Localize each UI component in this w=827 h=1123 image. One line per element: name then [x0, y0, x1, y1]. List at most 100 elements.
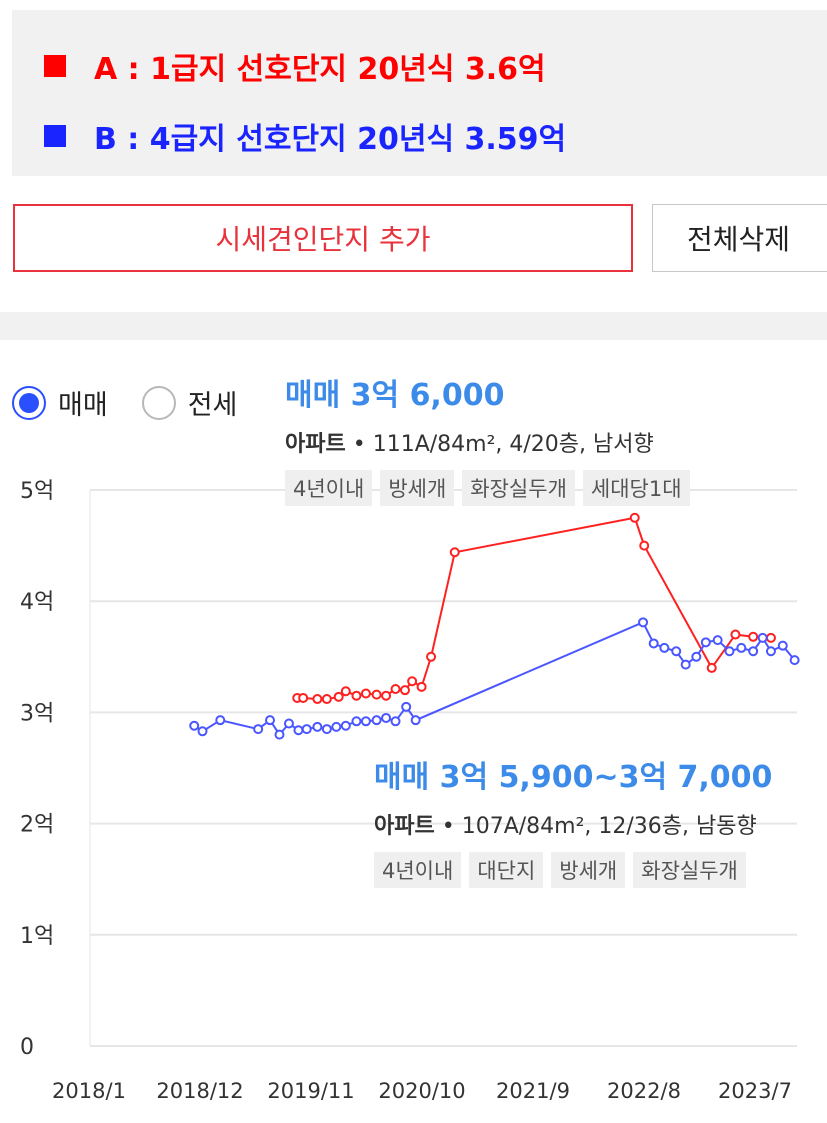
- legend-item-b: B : 4급지 선호단지 20년식 3.59억: [44, 114, 566, 158]
- tooltip-a-tag: 세대당1대: [582, 470, 690, 506]
- tooltip-b-tag: 방세개: [551, 852, 626, 888]
- data-point-a: [340, 686, 351, 697]
- x-tick-label: 2021/9: [496, 1079, 570, 1103]
- data-point-a: [390, 684, 401, 695]
- data-point-b: [724, 646, 735, 657]
- legend-marker-b: [44, 125, 66, 147]
- data-point-a: [298, 692, 309, 703]
- data-point-b: [390, 716, 401, 727]
- delete-all-button[interactable]: 전체삭제: [652, 204, 827, 272]
- data-point-a: [333, 691, 344, 702]
- tooltip-b: 매매 3억 5,900~3억 7,000 아파트 • 107A/84m², 12…: [374, 752, 772, 888]
- data-point-b: [197, 726, 208, 737]
- tooltip-a-price: 매매 3억 6,000: [285, 378, 505, 413]
- data-point-b: [680, 659, 691, 670]
- data-point-b: [757, 632, 768, 643]
- x-tick-label: 2019/11: [267, 1079, 354, 1103]
- legend-marker-a: [44, 55, 66, 77]
- y-tick-label: 0: [20, 1035, 34, 1060]
- trade-type-radio-group: 매매 전세: [12, 383, 237, 422]
- data-point-b: [301, 724, 312, 735]
- tooltip-b-tag: 화장실두개: [633, 852, 746, 888]
- data-point-a: [706, 662, 717, 673]
- series-line-a: [297, 516, 771, 701]
- y-tick-label: 5억: [20, 479, 54, 504]
- radio-sale-label[interactable]: 매매: [58, 390, 108, 421]
- data-point-a: [360, 688, 371, 699]
- tooltip-a-tag: 4년이내: [285, 470, 373, 506]
- tooltip-b-tags: 4년이내 대단지 방세개 화장실두개: [374, 852, 772, 888]
- data-point-b: [691, 651, 702, 662]
- radio-jeonse-label[interactable]: 전세: [187, 390, 238, 421]
- data-point-a: [351, 690, 362, 701]
- data-point-a: [449, 547, 460, 558]
- data-point-a: [639, 540, 650, 551]
- data-point-b: [253, 724, 264, 735]
- data-point-a: [381, 690, 392, 701]
- data-point-b: [648, 638, 659, 649]
- data-point-b: [700, 637, 711, 648]
- data-point-a: [312, 694, 323, 705]
- tooltip-a-tag: 화장실두개: [462, 470, 575, 506]
- data-point-a: [629, 512, 640, 523]
- y-tick-label: 4억: [20, 590, 54, 615]
- data-point-b: [371, 715, 382, 726]
- tooltip-a-tag: 방세개: [380, 470, 455, 506]
- x-tick-label: 2023/7: [718, 1079, 792, 1103]
- data-point-b: [215, 715, 226, 726]
- data-point-b: [274, 729, 285, 740]
- y-tick-label: 1억: [20, 924, 54, 949]
- data-point-b: [381, 712, 392, 723]
- data-point-b: [351, 716, 362, 727]
- tooltip-a-detail: • 111A/84m², 4/20층, 남서향: [345, 432, 654, 457]
- legend-item-a: A : 1급지 선호단지 20년식 3.6억: [44, 44, 546, 88]
- x-tick-label: 2018/12: [156, 1079, 243, 1103]
- data-point-b: [283, 718, 294, 729]
- radio-jeonse[interactable]: [141, 385, 176, 420]
- data-point-a: [400, 685, 411, 696]
- x-tick-label: 2018/1: [52, 1079, 126, 1103]
- legend-label-b: B : 4급지 선호단지 20년식 3.59억: [94, 122, 567, 157]
- data-point-b: [659, 642, 670, 653]
- data-point-b: [312, 721, 323, 732]
- data-point-b: [736, 642, 747, 653]
- data-point-b: [765, 646, 776, 657]
- y-tick-label: 2억: [20, 813, 54, 838]
- data-point-b: [712, 635, 723, 646]
- data-point-a: [730, 629, 741, 640]
- comparison-legend-panel: [12, 10, 827, 176]
- data-point-b: [189, 720, 200, 731]
- data-point-b: [671, 646, 682, 657]
- data-point-b: [331, 721, 342, 732]
- add-leading-complex-button[interactable]: 시세견인단지 추가: [13, 204, 633, 272]
- tooltip-b-tag: 대단지: [469, 852, 544, 888]
- data-point-b: [293, 725, 304, 736]
- tooltip-a-info: 아파트 • 111A/84m², 4/20층, 남서향: [285, 426, 698, 458]
- data-point-a: [765, 632, 776, 643]
- data-point-b: [789, 655, 800, 666]
- data-point-a: [416, 681, 427, 692]
- legend-label-a: A : 1급지 선호단지 20년식 3.6억: [94, 52, 546, 87]
- tooltip-b-detail: • 107A/84m², 12/36층, 남동향: [434, 814, 757, 839]
- data-point-a: [748, 631, 759, 642]
- tooltip-b-tag: 4년이내: [374, 852, 462, 888]
- data-point-b: [340, 720, 351, 731]
- data-point-b: [401, 701, 412, 712]
- price-line-chart: 0 1억 2억 3억 4억 5억 2018/1 2018/12 2019/11 2020/10 20…: [20, 479, 800, 1103]
- data-point-a: [371, 689, 382, 700]
- radio-sale[interactable]: [12, 385, 46, 420]
- data-point-b: [410, 715, 421, 726]
- data-point-b: [777, 640, 788, 651]
- data-point-b: [321, 724, 332, 735]
- data-point-b: [360, 716, 371, 727]
- tooltip-b-price: 매매 3억 5,900~3억 7,000: [374, 760, 773, 795]
- tooltip-a: 매매 3억 6,000 아파트 • 111A/84m², 4/20층, 남서향 …: [285, 370, 698, 506]
- tooltip-b-info: 아파트 • 107A/84m², 12/36층, 남동향: [374, 808, 772, 840]
- x-tick-label: 2020/10: [378, 1079, 465, 1103]
- y-tick-label: 3억: [20, 701, 54, 726]
- section-divider: [0, 312, 827, 340]
- data-point-a: [426, 651, 437, 662]
- data-point-b: [748, 646, 759, 657]
- data-point-b: [265, 715, 276, 726]
- tooltip-a-type: 아파트: [285, 432, 346, 457]
